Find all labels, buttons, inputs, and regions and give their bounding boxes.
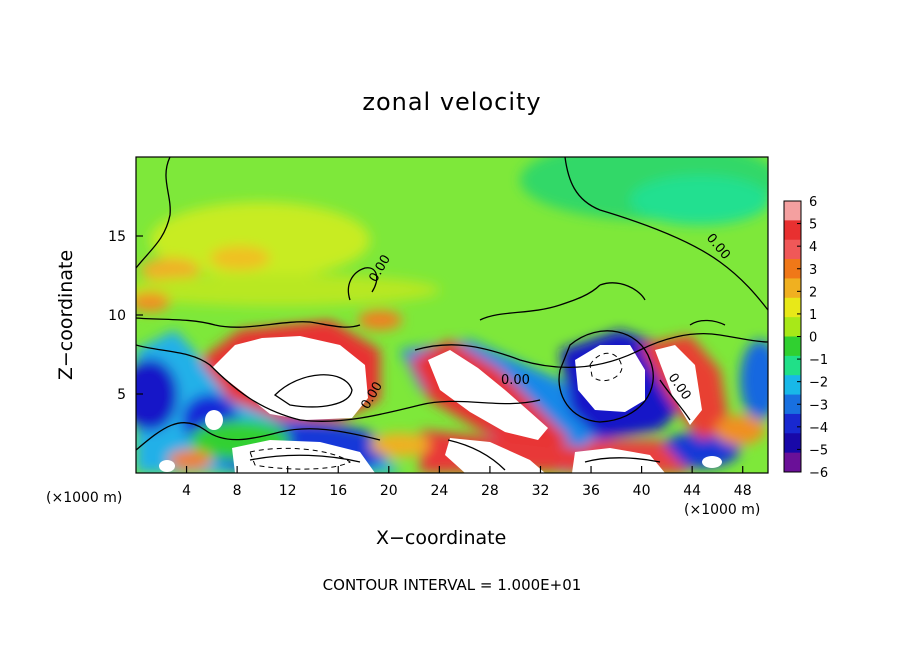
heatmap-field: 0.00 0.00 0.00 0.00 0.00 [136,157,768,473]
colorbar-label: −4 [809,421,828,436]
colorbar-label: −5 [809,443,828,458]
colorbar-swatch [784,433,801,454]
colorbar-label: 4 [809,240,817,255]
y-axis: 5 10 15 [108,229,143,403]
colorbar-label: −1 [809,353,828,368]
colorbar-label: −2 [809,376,828,391]
colorbar-swatch [784,239,801,260]
x-tick-label: 8 [233,483,242,499]
x-tick-label: 36 [582,483,600,499]
colorbar-swatch [784,317,801,337]
contour-label: 0.00 [501,373,530,388]
x-tick-label: 12 [279,483,297,499]
colorbar-swatch [784,297,801,318]
colorbar-label: 2 [809,285,817,300]
colorbar-label: −3 [809,398,828,413]
colorbar-swatch [784,413,801,434]
x-axis: 4 8 12 16 20 24 28 32 36 40 44 48 [182,466,752,499]
x-tick-label: 44 [683,483,701,499]
colorbar-label: 0 [809,331,817,346]
colorbar-label: −6 [809,466,828,481]
x-tick-label: 4 [182,483,191,499]
x-tick-label: 28 [481,483,499,499]
colorbar-swatch [784,452,801,473]
colorbar-swatch [784,278,801,299]
y-axis-label: Z−coordinate [55,249,77,381]
x-tick-label: 16 [329,483,347,499]
x-tick-label: 20 [380,483,398,499]
colorbar-swatch [784,355,801,376]
colorbar-swatch [784,201,801,221]
x-tick-label: 48 [734,483,752,499]
colorbar-swatch [784,220,801,241]
x-tick-label: 24 [430,483,448,499]
colorbar-swatch [784,394,801,415]
x-tick-label: 40 [633,483,651,499]
colorbar-swatch [784,259,801,279]
colorbar-swatch [784,336,801,357]
y-tick-label: 10 [108,308,126,324]
x-unit-label-left: (×1000 m) [46,490,123,506]
colorbar-label: 5 [809,218,817,233]
colorbar: 6 5 4 3 2 1 0 −1 −2 −3 −4 −5 −6 [783,195,828,481]
contour-interval-note: CONTOUR INTERVAL = 1.000E+01 [322,576,582,594]
colorbar-label: 1 [809,308,817,323]
x-tick-label: 32 [532,483,550,499]
y-tick-label: 15 [108,229,126,245]
x-axis-label: X−coordinate [376,527,507,549]
y-tick-label: 5 [117,387,126,403]
chart-title: zonal velocity [362,88,542,116]
colorbar-label: 3 [809,263,817,278]
colorbar-label: 6 [809,195,817,210]
colorbar-swatch [784,375,801,396]
x-unit-label-right: (×1000 m) [684,502,761,518]
